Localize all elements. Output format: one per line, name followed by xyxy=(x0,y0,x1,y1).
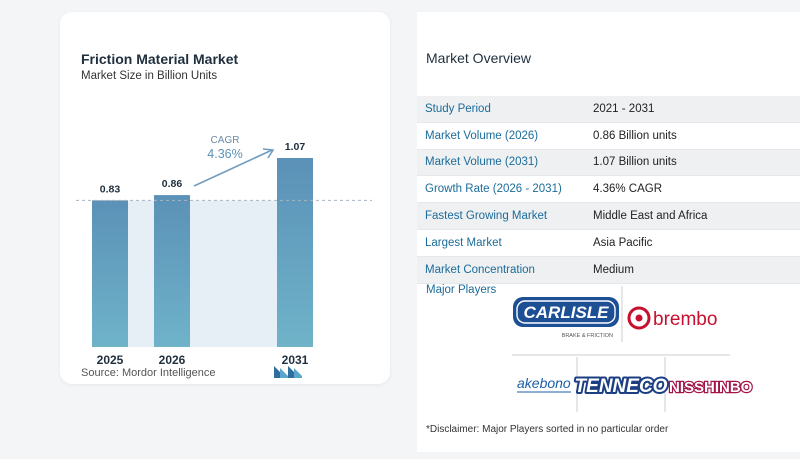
major-players-label: Major Players xyxy=(426,284,497,296)
chart-subtitle: Market Size in Billion Units xyxy=(81,70,218,82)
overview-row: Fastest Growing Market Middle East and Af… xyxy=(417,203,800,230)
overview-row-value: 2021 - 2031 xyxy=(593,102,655,115)
data-label-2026: 0.86 xyxy=(162,178,183,190)
bar-2025 xyxy=(92,200,128,347)
data-label-2031: 1.07 xyxy=(285,141,306,153)
overview-row-key: Study Period xyxy=(425,102,491,115)
overview-row-key: Market Volume (2026) xyxy=(425,129,539,142)
chart-title: Friction Material Market xyxy=(81,51,239,67)
akebono-logo: akebono xyxy=(517,375,571,393)
gap-shade xyxy=(128,200,154,347)
carlisle-logo: CARLISLE BRAKE & FRICTION xyxy=(513,297,619,339)
overview-row-value: Middle East and Africa xyxy=(593,210,708,223)
overview-row: Market Volume (2031) 1.07 Billion units xyxy=(417,149,800,177)
cagr-annotation: CAGR 4.36% xyxy=(193,135,275,187)
overview-row-key: Market Concentration xyxy=(425,263,535,276)
x-tick-2031: 2031 xyxy=(282,353,309,367)
overview-row: Market Volume (2026) 0.86 Billion units xyxy=(417,123,800,150)
overview-row-key: Largest Market xyxy=(425,236,502,249)
major-players-logos: CARLISLE BRAKE & FRICTION brembo akebono… xyxy=(512,286,754,412)
carlisle-logo-text: CARLISLE xyxy=(524,303,610,322)
cagr-label: CAGR xyxy=(211,135,240,146)
overview-row: Growth Rate (2026 - 2031) 4.36% CAGR xyxy=(417,176,800,204)
bar-chart: 0.83 0.86 1.07 2025 2026 2031 CAGR 4.36% xyxy=(76,135,372,367)
x-tick-2025: 2025 xyxy=(97,353,124,367)
overview-row-key: Growth Rate (2026 - 2031) xyxy=(425,183,562,196)
overview-row-key: Fastest Growing Market xyxy=(425,210,548,223)
x-tick-2026: 2026 xyxy=(159,353,186,367)
disclaimer: *Disclaimer: Major Players sorted in no … xyxy=(426,424,669,435)
overview-row: Market Concentration Medium xyxy=(417,256,800,284)
projection-shade xyxy=(190,200,277,347)
source-note: Source: Mordor Intelligence xyxy=(81,367,216,379)
cagr-arrow-line xyxy=(193,149,273,187)
bar-2031 xyxy=(277,158,313,347)
mordor-intelligence-logo-icon xyxy=(274,366,302,378)
overview-title: Market Overview xyxy=(426,50,532,66)
data-label-2025: 0.83 xyxy=(100,183,121,195)
nisshinbo-logo: NISSHINBO xyxy=(668,378,754,397)
market-overview-panel: Market Overview Study Period 2021 - 2031 M… xyxy=(417,12,800,452)
cagr-value: 4.36% xyxy=(207,147,242,161)
overview-row-value: Asia Pacific xyxy=(593,236,653,249)
brembo-logo-text: brembo xyxy=(653,309,717,330)
akebono-logo-text: akebono xyxy=(517,375,571,391)
chart-card: Friction Material Market Market Size in … xyxy=(60,12,390,384)
overview-row-value: 1.07 Billion units xyxy=(593,156,677,169)
bar-2026 xyxy=(154,195,190,347)
brembo-logo: brembo xyxy=(627,306,717,330)
overview-row-value: Medium xyxy=(593,263,634,276)
cagr-arrow-head-icon xyxy=(262,148,275,159)
overview-table: Study Period 2021 - 2031 Market Volume (20… xyxy=(417,96,800,284)
nisshinbo-logo-text: NISSHINBO xyxy=(669,379,753,396)
overview-row-key: Market Volume (2031) xyxy=(425,156,539,169)
carlisle-tagline: BRAKE & FRICTION xyxy=(562,333,613,339)
overview-row-value: 0.86 Billion units xyxy=(593,129,677,142)
tenneco-logo: TENNECO xyxy=(573,374,670,399)
overview-row: Largest Market Asia Pacific xyxy=(417,230,800,257)
overview-row-value: 4.36% CAGR xyxy=(593,183,663,196)
tenneco-logo-text: TENNECO xyxy=(575,376,668,397)
overview-row: Study Period 2021 - 2031 xyxy=(417,96,800,123)
